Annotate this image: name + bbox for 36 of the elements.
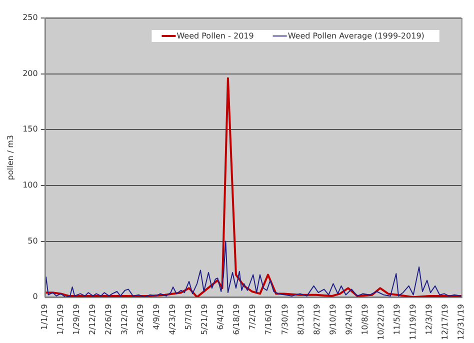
- x-tick-label: 12/17/19: [440, 304, 450, 340]
- x-tick-label: 9/10/19: [328, 304, 338, 335]
- legend-label: Weed Pollen Average (1999-2019): [288, 32, 424, 41]
- y-tick-label: 250: [22, 13, 38, 22]
- y-axis-title: pollen / m3: [6, 134, 15, 180]
- legend-label: Weed Pollen - 2019: [176, 32, 254, 41]
- x-tick-label: 9/24/19: [344, 304, 354, 335]
- x-tick-label: 3/12/19: [120, 304, 130, 335]
- y-tick-label: 50: [28, 236, 38, 246]
- y-tick-label: 150: [22, 124, 38, 134]
- x-tick-label: 12/3/19: [424, 304, 434, 335]
- x-tick-label: 8/27/19: [312, 304, 322, 335]
- x-tick-label: 2/12/19: [88, 304, 98, 335]
- y-tick-label: 100: [22, 180, 38, 190]
- x-tick-label: 6/18/19: [232, 304, 242, 335]
- x-tick-label: 3/26/19: [136, 304, 146, 335]
- x-tick-label: 1/15/19: [56, 304, 65, 335]
- x-tick-label: 2/26/19: [104, 304, 114, 335]
- y-tick-label: 200: [22, 68, 38, 78]
- x-tick-label: 10/8/19: [360, 304, 370, 335]
- x-tick-label: 7/16/19: [264, 304, 274, 335]
- x-tick-label: 5/21/19: [200, 304, 210, 335]
- x-tick-label: 10/22/19: [376, 304, 386, 340]
- x-tick-label: 11/5/19: [392, 304, 402, 335]
- x-tick-label: 4/9/19: [152, 304, 162, 330]
- y-tick-label: 0: [32, 292, 38, 302]
- x-tick-label: 4/23/19: [168, 304, 178, 335]
- x-tick-label: 5/7/19: [184, 304, 194, 330]
- x-tick-label: 1/29/19: [72, 304, 81, 335]
- x-tick-label: 7/2/19: [248, 304, 258, 330]
- x-tick-label: 1/1/19: [40, 304, 49, 330]
- x-tick-label: 6/4/19: [216, 304, 226, 330]
- x-tick-label: 11/19/19: [408, 304, 418, 340]
- x-tick-label: 7/30/19: [280, 304, 290, 335]
- x-tick-label: 12/31/19: [456, 304, 466, 340]
- x-tick-label: 8/13/19: [296, 304, 306, 335]
